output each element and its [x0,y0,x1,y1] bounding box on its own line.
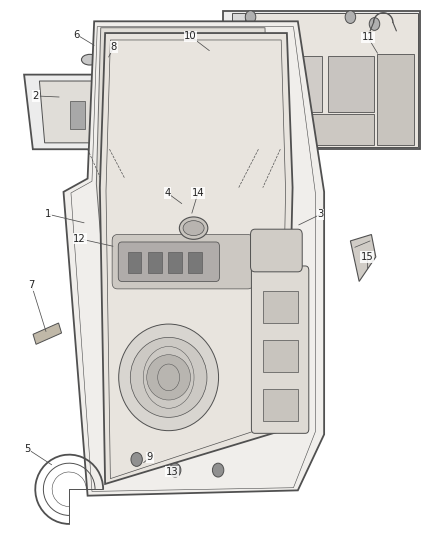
Ellipse shape [119,324,219,431]
Text: 4: 4 [164,188,170,198]
Bar [328,56,374,112]
Polygon shape [113,237,254,285]
Bar [263,389,298,421]
Ellipse shape [81,54,98,65]
Bar [148,252,162,273]
Text: 11: 11 [361,33,374,42]
Bar [133,101,148,129]
Text: 15: 15 [360,252,374,262]
Circle shape [369,18,380,30]
Text: 13: 13 [166,467,178,477]
Text: 2: 2 [33,91,39,101]
FancyBboxPatch shape [112,235,253,289]
Bar [128,252,141,273]
Circle shape [245,11,256,23]
Bar [91,101,106,129]
Bar [261,114,374,145]
FancyBboxPatch shape [118,242,219,281]
Circle shape [345,11,356,23]
Bar [263,291,298,323]
Text: 5: 5 [24,444,30,454]
Text: 10: 10 [184,31,197,41]
Polygon shape [96,28,269,237]
Polygon shape [33,323,62,344]
Ellipse shape [147,355,191,400]
Polygon shape [223,11,420,149]
FancyBboxPatch shape [251,266,309,433]
Ellipse shape [180,217,208,239]
Circle shape [212,463,224,477]
Text: 8: 8 [111,42,117,52]
Bar [377,54,414,145]
Text: 9: 9 [147,453,153,462]
Polygon shape [245,13,418,147]
Ellipse shape [183,221,204,236]
Ellipse shape [131,337,207,417]
Circle shape [103,58,114,72]
Polygon shape [100,33,293,484]
Polygon shape [350,235,376,281]
Bar [70,101,85,129]
Text: 7: 7 [28,280,35,290]
Circle shape [131,453,142,466]
Polygon shape [39,81,175,143]
Bar [188,252,202,273]
Bar [112,101,127,129]
Bar [263,340,298,372]
Text: 14: 14 [192,188,204,198]
Circle shape [170,463,181,477]
Polygon shape [232,13,245,147]
Bar [261,56,322,112]
Bar [168,252,182,273]
Text: 3: 3 [318,209,324,219]
Text: 12: 12 [73,234,86,244]
Polygon shape [64,21,324,496]
Polygon shape [24,75,191,149]
Text: 1: 1 [45,209,51,219]
FancyBboxPatch shape [251,229,302,272]
Text: 6: 6 [74,30,80,39]
